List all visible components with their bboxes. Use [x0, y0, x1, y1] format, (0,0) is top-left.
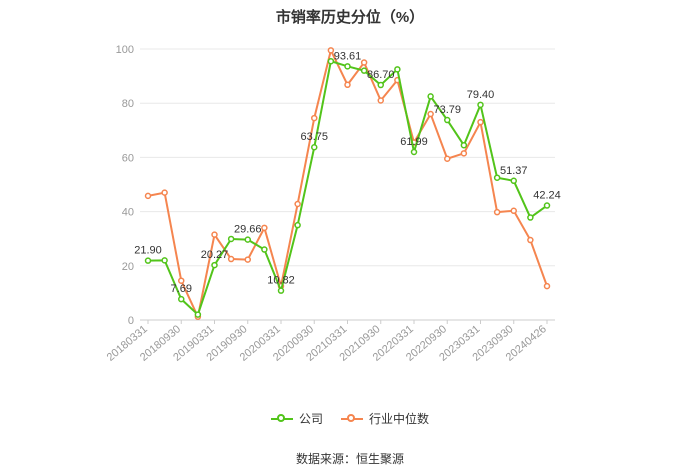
y-tick-label: 0: [128, 315, 134, 327]
data-point-industry: [327, 47, 335, 54]
data-point-industry: [444, 155, 451, 163]
data-point-company: [244, 236, 251, 243]
data-label: 51.37: [500, 165, 528, 177]
data-label: 10.82: [267, 275, 295, 287]
data-point-company: [394, 66, 401, 73]
data-point-company: [543, 202, 551, 209]
data-point-company: [227, 235, 235, 243]
data-point-company: [344, 63, 351, 70]
data-point-company: [178, 295, 185, 303]
data-point-company: [360, 67, 368, 74]
data-label: 20.27: [201, 249, 229, 261]
data-label-layer: 21.90 7.69 20.27 29.66 10.82 63.75 93.61 86.70 6…: [134, 50, 561, 295]
legend: 公司 行业中位数: [0, 410, 700, 427]
data-point-company: [427, 93, 434, 100]
data-point-company: [377, 81, 384, 89]
data-point-company: [311, 143, 318, 151]
data-label: 21.90: [134, 245, 162, 257]
data-label: 61.99: [400, 136, 428, 148]
data-point-company: [410, 148, 418, 156]
data-point-company: [294, 221, 301, 229]
data-label: 7.69: [171, 283, 192, 295]
data-point-industry: [377, 97, 384, 104]
data-point-company: [194, 311, 202, 318]
data-point-industry: [261, 224, 268, 232]
data-point-company: [460, 141, 468, 149]
y-tick-label: 20: [122, 261, 134, 273]
legend-label-company: 公司: [298, 412, 323, 426]
data-label: 73.79: [433, 104, 461, 116]
data-point-company: [444, 116, 451, 124]
data-point-industry: [211, 231, 218, 238]
legend-item-industry[interactable]: 行业中位数: [341, 410, 429, 427]
data-point-company: [144, 257, 152, 264]
data-point-industry: [493, 208, 501, 216]
data-point-company: [493, 174, 501, 181]
y-tick-label: 40: [122, 207, 134, 219]
data-point-industry: [460, 150, 468, 157]
y-tick-label: 100: [116, 44, 134, 56]
data-point-company: [327, 57, 335, 65]
data-point-company: [261, 246, 268, 253]
data-point-company: [527, 214, 534, 221]
data-label: 42.24: [533, 190, 561, 202]
data-label: 93.61: [334, 50, 362, 62]
data-point-industry: [510, 207, 517, 215]
data-point-industry: [543, 282, 551, 290]
data-point-industry: [227, 255, 235, 263]
y-tick-label: 80: [122, 98, 134, 110]
data-label: 63.75: [300, 131, 328, 143]
data-label: 79.40: [467, 89, 495, 101]
data-point-company: [477, 101, 484, 109]
y-tick-label: 60: [122, 152, 134, 164]
data-point-industry: [360, 59, 368, 66]
data-point-industry: [311, 114, 318, 122]
data-source: 数据来源：恒生聚源: [295, 452, 404, 466]
data-label: 29.66: [234, 224, 262, 236]
data-point-industry: [294, 200, 301, 208]
data-point-industry: [178, 277, 185, 284]
legend-swatch-industry: [341, 413, 363, 425]
series-layer: [144, 47, 551, 320]
chart-title: 市销率历史分位（%）: [275, 9, 425, 26]
data-point-industry: [244, 256, 251, 263]
data-point-industry: [344, 81, 351, 89]
data-point-industry: [477, 118, 484, 126]
legend-swatch-company: [270, 413, 293, 425]
legend-label-industry: 行业中位数: [369, 412, 430, 426]
data-point-company: [211, 261, 218, 269]
data-point-industry: [161, 189, 168, 196]
data-point-industry: [527, 236, 534, 244]
legend-item-company[interactable]: 公司: [270, 410, 323, 427]
data-point-company: [277, 287, 285, 294]
data-label: 86.70: [367, 69, 395, 81]
data-point-industry: [427, 110, 434, 118]
data-point-company: [510, 177, 517, 185]
data-point-company: [161, 257, 168, 264]
data-point-industry: [144, 192, 152, 200]
